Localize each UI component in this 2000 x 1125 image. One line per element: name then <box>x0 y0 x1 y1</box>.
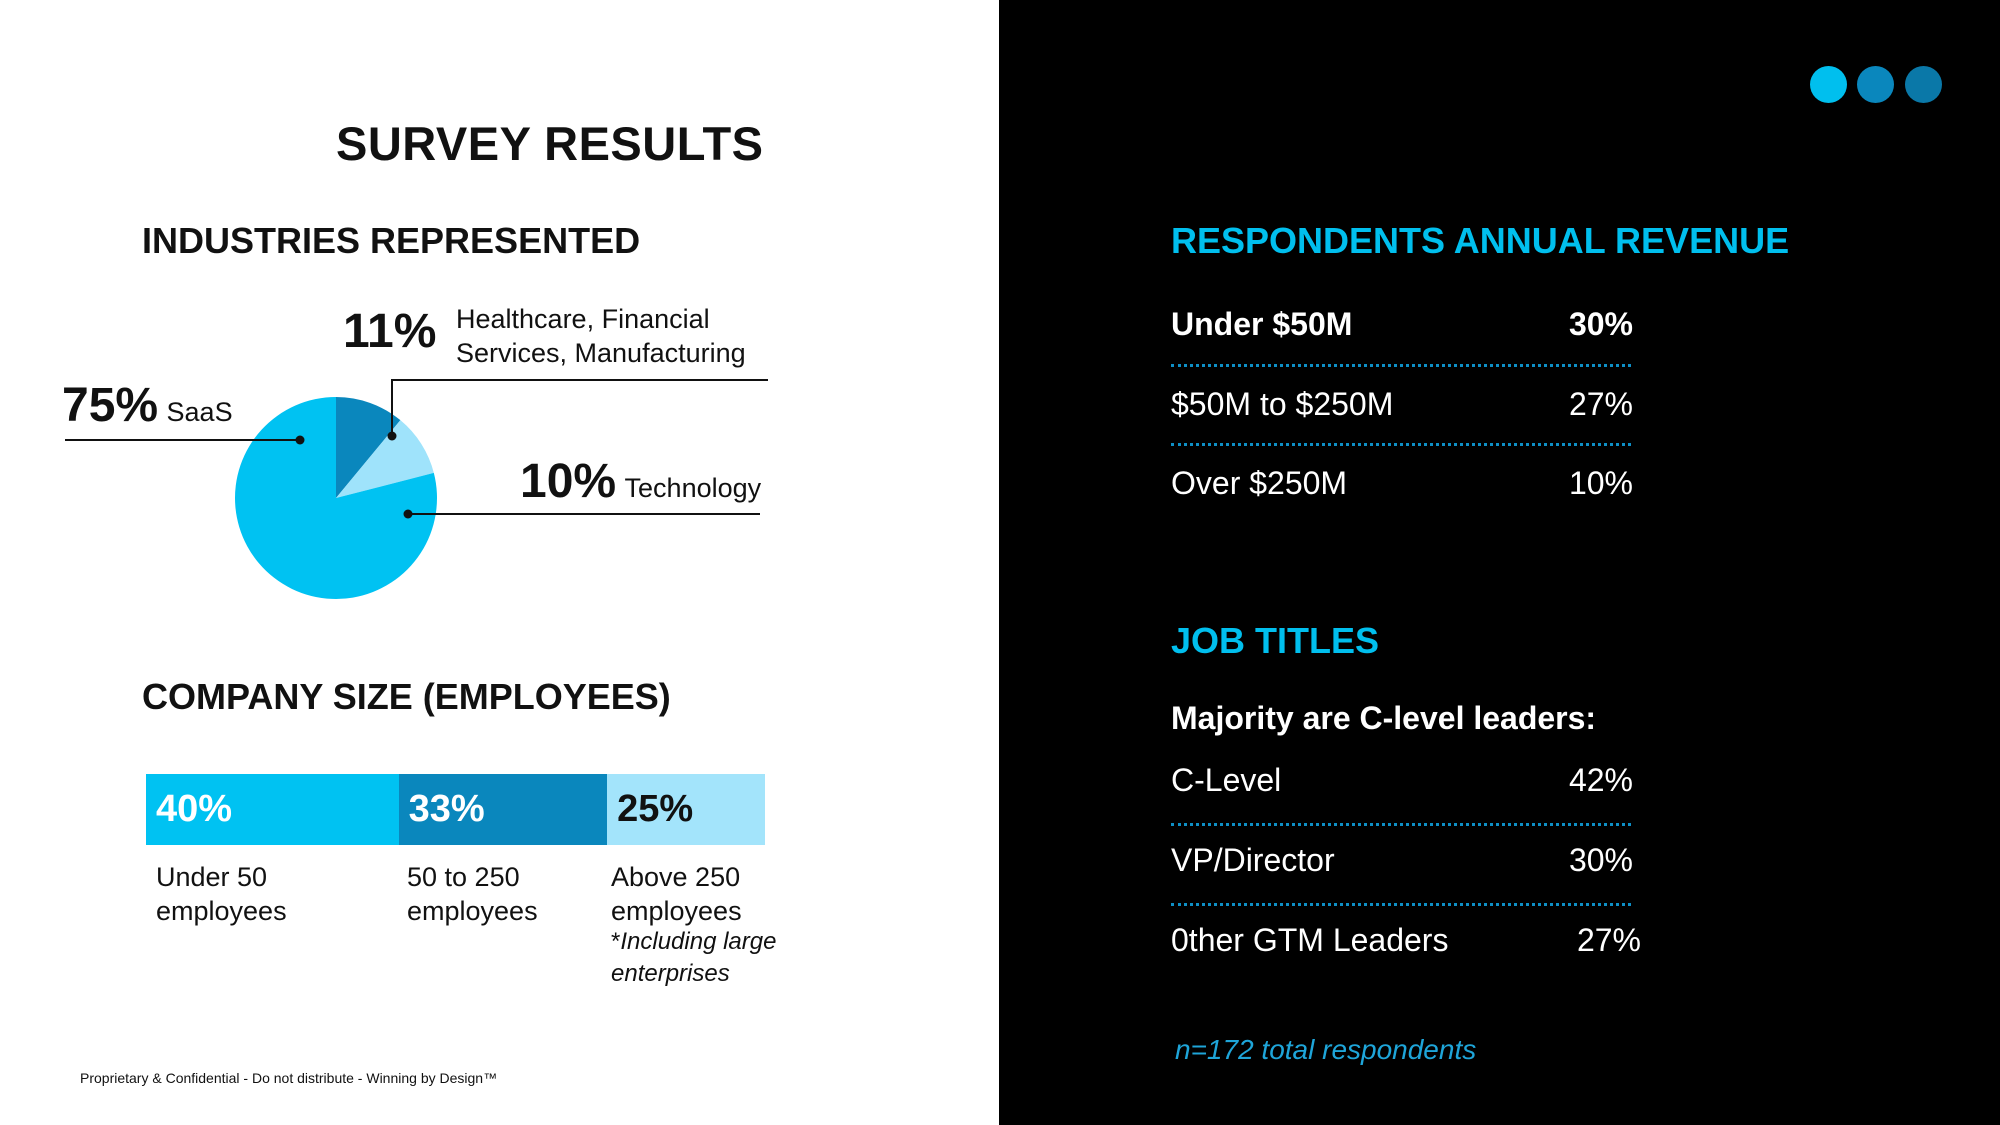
job-titles-heading: JOB TITLES <box>1171 620 1380 661</box>
bar-above-250: 25% <box>607 774 765 845</box>
revenue-row: $50M to $250M 27% <box>1171 386 1633 422</box>
saas-callout: 75% SaaS <box>62 378 233 433</box>
footer-confidential: Proprietary & Confidential - Do not dist… <box>80 1070 498 1086</box>
technology-leader-dot <box>403 509 413 519</box>
dot-1 <box>1810 66 1847 103</box>
industries-heading: INDUSTRIES REPRESENTED <box>142 220 641 261</box>
pie-slice-saas <box>235 397 437 599</box>
saas-pct: 75% <box>62 379 159 432</box>
dot-2 <box>1857 66 1894 103</box>
bar-label-50-to-250: 50 to 250 employees <box>407 862 538 926</box>
job-title-row: 0ther GTM Leaders 27% <box>1171 922 1641 958</box>
healthcare-pct: 11% <box>343 305 437 358</box>
healthcare-leader-dot <box>387 431 397 441</box>
industries-pie-chart <box>65 379 768 599</box>
divider <box>1171 903 1631 906</box>
dot-3 <box>1905 66 1942 103</box>
revenue-row: Over $250M 10% <box>1171 465 1633 501</box>
healthcare-label-line2: Services, Manufacturing <box>456 338 746 368</box>
saas-label: SaaS <box>166 397 233 427</box>
job-title-row: C-Level 42% <box>1171 762 1633 798</box>
enterprise-note: *Including large enterprises <box>611 928 777 987</box>
respondents-note: n=172 total respondents <box>1175 1034 1477 1065</box>
bar-under-50-pct: 40% <box>156 788 233 830</box>
divider <box>1171 823 1631 826</box>
job-titles-subheading: Majority are C-level leaders: <box>1171 700 1597 736</box>
pie-slice-healthcare <box>336 397 401 498</box>
bar-label-above-250: Above 250 employees <box>611 862 742 926</box>
page-title: SURVEY RESULTS <box>336 117 764 170</box>
revenue-heading: RESPONDENTS ANNUAL REVENUE <box>1171 220 1790 261</box>
job-title-row: VP/Director 30% <box>1171 842 1633 878</box>
pie-slice-technology <box>336 420 434 498</box>
healthcare-label-line1: Healthcare, Financial <box>456 304 710 334</box>
technology-label: Technology <box>624 473 762 503</box>
divider <box>1171 443 1631 446</box>
saas-leader-dot <box>295 435 305 445</box>
right-panel: RESPONDENTS ANNUAL REVENUE Under $50M 30%… <box>999 0 2000 1125</box>
left-panel: SURVEY RESULTS INDUSTRIES REPRESENTED 75… <box>0 0 999 1125</box>
divider <box>1171 364 1631 367</box>
technology-callout: 10% Technology <box>520 454 761 509</box>
bar-50-to-250-pct: 33% <box>408 788 485 830</box>
company-size-heading: COMPANY SIZE (EMPLOYEES) <box>142 676 671 717</box>
bar-label-under-50: Under 50 employees <box>156 862 287 926</box>
healthcare-leader-line <box>391 379 768 436</box>
technology-pct: 10% <box>520 455 617 508</box>
bar-above-250-pct: 25% <box>617 788 694 830</box>
bar-50-to-250: 33% <box>398 774 608 845</box>
revenue-row: Under $50M 30% <box>1171 306 1633 342</box>
bar-under-50: 40% <box>146 774 399 845</box>
